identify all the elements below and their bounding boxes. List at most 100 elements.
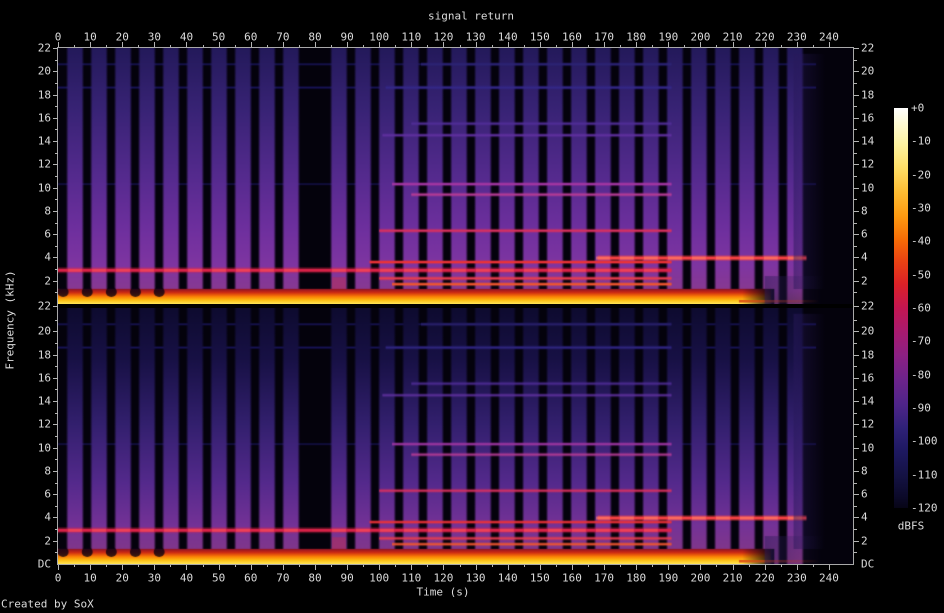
y-tick-label: 2 [861, 274, 868, 288]
y-tick-label: 6 [861, 487, 868, 501]
y-tick-label: 20 [37, 324, 51, 338]
spectrogram-panel-right-channel [58, 308, 853, 564]
y-minor-tick [55, 199, 58, 201]
x-minor-tick [427, 45, 429, 47]
y-tick [854, 210, 859, 212]
x-tick [58, 565, 59, 570]
x-minor-tick [266, 565, 268, 567]
y-tick-label: 4 [44, 250, 51, 264]
x-minor-tick [395, 45, 397, 47]
y-tick-label: 4 [44, 510, 51, 524]
y-minor-tick [854, 319, 857, 321]
colorbar-tick-label: -110 [911, 468, 938, 482]
x-tick-label: 150 [529, 30, 550, 44]
x-tick [764, 565, 766, 570]
x-tick-label: 170 [594, 571, 614, 585]
y-tick-label: 20 [37, 64, 51, 78]
x-minor-tick [684, 565, 686, 567]
y-tick [854, 234, 859, 236]
y-tick-label: 14 [861, 134, 875, 148]
x-minor-tick [716, 45, 718, 47]
x-axis-label: Time (s) [416, 585, 470, 599]
x-tick [443, 565, 445, 570]
y-tick-label: 6 [44, 487, 51, 501]
y-tick [854, 164, 859, 166]
colorbar-tick-label: -30 [911, 201, 931, 215]
x-tick [154, 565, 156, 570]
x-minor-tick [748, 45, 750, 47]
x-tick [539, 565, 541, 570]
spectrogram-panel-left-channel [58, 48, 853, 304]
y-minor-tick [55, 176, 58, 177]
x-tick-label: 40 [179, 30, 194, 44]
x-minor-tick [620, 45, 622, 47]
y-tick-label-dc: DC [861, 557, 875, 571]
y-tick-label: 8 [861, 464, 868, 478]
colorbar-tick-label: -20 [911, 168, 931, 182]
x-tick-label: 230 [786, 571, 807, 585]
x-tick-label: 240 [818, 30, 839, 44]
y-minor-tick [55, 82, 58, 84]
x-tick-label: 10 [83, 571, 97, 585]
x-tick [218, 565, 220, 570]
y-tick-label: 10 [861, 441, 875, 455]
x-minor-tick [170, 45, 172, 47]
x-tick-label: 220 [754, 571, 775, 585]
y-tick [854, 280, 859, 282]
x-minor-tick [491, 565, 493, 567]
y-minor-tick [854, 106, 857, 108]
x-minor-tick [234, 45, 236, 47]
y-tick-label: 12 [37, 417, 51, 431]
y-tick-label: 8 [44, 204, 51, 218]
x-minor-tick [298, 45, 300, 47]
x-tick [411, 565, 413, 570]
x-tick-label: 10 [83, 30, 97, 44]
x-tick-label: 220 [754, 30, 775, 44]
y-minor-tick [854, 505, 857, 507]
colorbar-tick-label: -100 [911, 434, 938, 448]
x-minor-tick [652, 565, 654, 567]
colorbar-tick-label: -120 [911, 501, 938, 515]
x-tick-label: 90 [340, 30, 354, 44]
y-tick [854, 141, 859, 143]
x-minor-tick [395, 565, 397, 567]
y-tick [854, 447, 859, 449]
x-tick [507, 42, 509, 47]
y-tick-label: 18 [37, 348, 51, 362]
colorbar-unit-label: dBFS [897, 519, 925, 533]
x-tick [700, 42, 702, 47]
y-tick [53, 210, 58, 212]
x-minor-tick [491, 45, 493, 47]
y-minor-tick [55, 389, 58, 391]
y-tick-label: 4 [861, 250, 868, 264]
colorbar [894, 108, 908, 508]
x-tick [250, 42, 252, 47]
y-minor-tick [854, 199, 857, 201]
x-minor-tick [812, 565, 814, 567]
x-tick [314, 565, 316, 570]
y-tick-label: 18 [37, 88, 51, 102]
y-minor-tick [854, 412, 857, 414]
x-tick-label: 140 [497, 571, 518, 585]
x-tick [90, 42, 92, 47]
x-minor-tick [106, 565, 108, 567]
x-minor-tick [331, 45, 333, 47]
y-tick-label-dc: DC [37, 557, 51, 571]
x-tick-label: 240 [818, 571, 839, 585]
x-tick [250, 565, 252, 570]
x-tick [828, 42, 830, 47]
x-minor-tick [780, 45, 782, 47]
y-minor-tick [55, 459, 58, 461]
x-tick-label: 90 [340, 571, 354, 585]
x-tick [636, 565, 638, 570]
x-tick [282, 565, 284, 570]
y-minor-tick [55, 222, 58, 224]
y-minor-tick [854, 529, 857, 531]
y-tick [53, 94, 58, 96]
y-tick-label: 12 [861, 157, 875, 171]
x-tick-label: 160 [562, 571, 582, 585]
y-tick-label: 22 [861, 41, 875, 55]
x-tick [571, 565, 573, 570]
x-tick [282, 42, 284, 47]
x-tick-label: 100 [369, 571, 390, 585]
